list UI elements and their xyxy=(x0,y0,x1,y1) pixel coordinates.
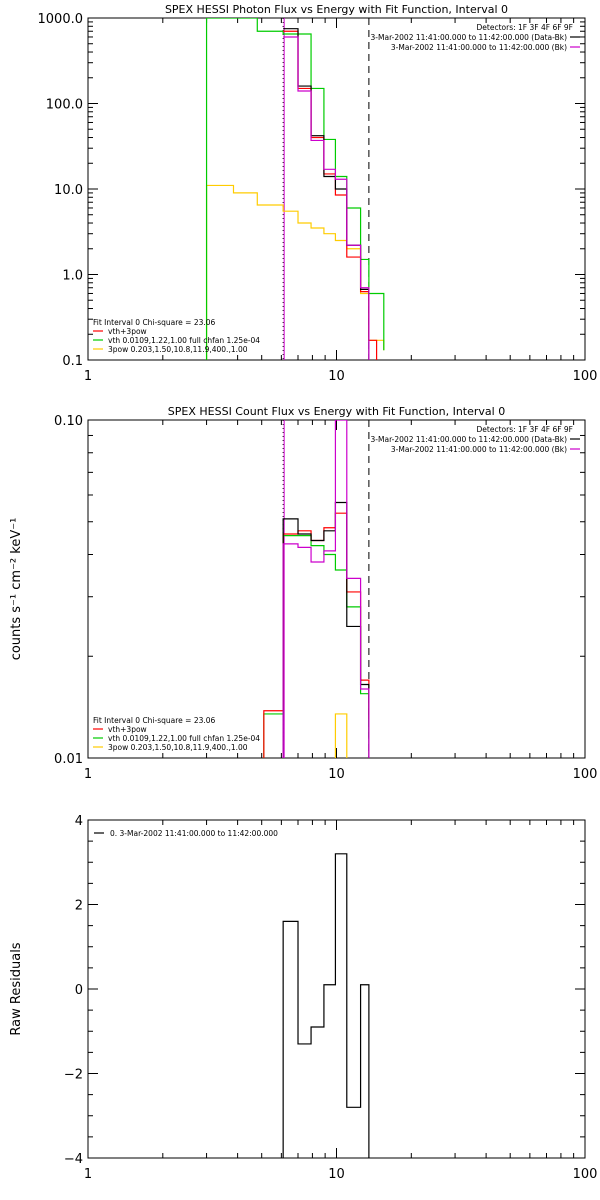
series-group xyxy=(205,18,385,360)
plot-frame xyxy=(87,419,586,759)
y-tick-label: 10.0 xyxy=(54,183,83,198)
fit-legend-label: vth 0.0109,1.22,1.00 full chfan 1.25e-04 xyxy=(108,336,260,345)
y-tick-label: 0.1 xyxy=(62,354,83,369)
x-tick-label: 10 xyxy=(328,767,345,782)
series-0-step-line xyxy=(205,184,385,360)
panel-3: Raw Residuals 1 10 100 −4 −2 0 2 4 0. 3-Mar-2002 … xyxy=(9,814,597,1182)
fit-interval-text: Fit Interval 0 Chi-square = 23.06 xyxy=(93,716,216,725)
fit-interval-text: Fit Interval 0 Chi-square = 23.06 xyxy=(93,318,216,327)
fit-legend-label: vth+3pow xyxy=(108,327,147,336)
y-tick-label: 0.01 xyxy=(54,752,83,767)
y-axis-label: Raw Residuals xyxy=(9,942,24,1035)
legend-label: 0. 3-Mar-2002 11:41:00.000 to 11:42:00.0… xyxy=(110,829,278,838)
legend-top-label: 3-Mar-2002 11:41:00.000 to 11:42:00.000 … xyxy=(371,435,568,444)
series-3-step-line xyxy=(283,28,370,360)
y-tick-label: −4 xyxy=(64,1152,83,1167)
series-4-step-line xyxy=(282,420,370,758)
fit-legend-label: 3pow 0.203,1.50,10.8,11.9,400.,1.00 xyxy=(108,743,248,752)
fit-legend-label: vth 0.0109,1.22,1.00 full chfan 1.25e-04 xyxy=(108,734,260,743)
panel-2: SPEX HESSI Count Flux vs Energy with Fit… xyxy=(9,405,597,782)
series-group xyxy=(282,853,370,1158)
x-tick-label: 100 xyxy=(573,1167,598,1182)
y-tick-label: 2 xyxy=(75,899,83,914)
series-0-step-line xyxy=(334,713,348,758)
y-tick-label: 4 xyxy=(75,814,83,829)
fit-legend-label: vth+3pow xyxy=(108,725,147,734)
legend-top-label: 3-Mar-2002 11:41:00.000 to 11:42:00.000 … xyxy=(391,43,567,52)
legend-top-label: 3-Mar-2002 11:41:00.000 to 11:42:00.000 … xyxy=(371,33,568,42)
x-tick-label: 1 xyxy=(84,767,92,782)
fit-legend-label: 3pow 0.203,1.50,10.8,11.9,400.,1.00 xyxy=(108,345,248,354)
y-tick-label: 100.0 xyxy=(46,98,83,113)
x-tick-label: 1 xyxy=(84,369,92,384)
y-tick-label: 1000.0 xyxy=(38,12,84,27)
series-3-step-line xyxy=(282,501,370,758)
series-2-step-line xyxy=(283,30,378,360)
panel-1: SPEX HESSI Photon Flux vs Energy with Fi… xyxy=(38,3,598,384)
series-1-step-line xyxy=(263,534,370,758)
x-tick-label: 100 xyxy=(573,767,598,782)
detectors-text: Detectors: 1F 3F 4F 6F 9F xyxy=(477,23,573,32)
chart-title: SPEX HESSI Count Flux vs Energy with Fit… xyxy=(168,405,505,418)
series-0-step-line xyxy=(282,853,370,1158)
detectors-text: Detectors: 1F 3F 4F 6F 9F xyxy=(477,425,573,434)
legend-top-label: 3-Mar-2002 11:41:00.000 to 11:42:00.000 … xyxy=(391,445,567,454)
y-axis-label: counts s⁻¹ cm⁻² keV⁻¹ xyxy=(9,518,24,661)
y-tick-label: −2 xyxy=(64,1068,83,1083)
y-tick-label: 0 xyxy=(75,983,83,998)
plot-frame xyxy=(87,819,586,1159)
y-tick-label: 1.0 xyxy=(62,269,83,284)
x-tick-label: 100 xyxy=(573,369,598,384)
x-tick-label: 1 xyxy=(84,1167,92,1182)
series-4-step-line xyxy=(283,36,370,360)
chart-title: SPEX HESSI Photon Flux vs Energy with Fi… xyxy=(165,3,508,16)
x-tick-label: 10 xyxy=(328,369,345,384)
x-tick-label: 10 xyxy=(328,1167,345,1182)
y-tick-label: 0.10 xyxy=(54,414,83,429)
series-group xyxy=(263,420,370,758)
series-2-step-line xyxy=(263,512,370,758)
